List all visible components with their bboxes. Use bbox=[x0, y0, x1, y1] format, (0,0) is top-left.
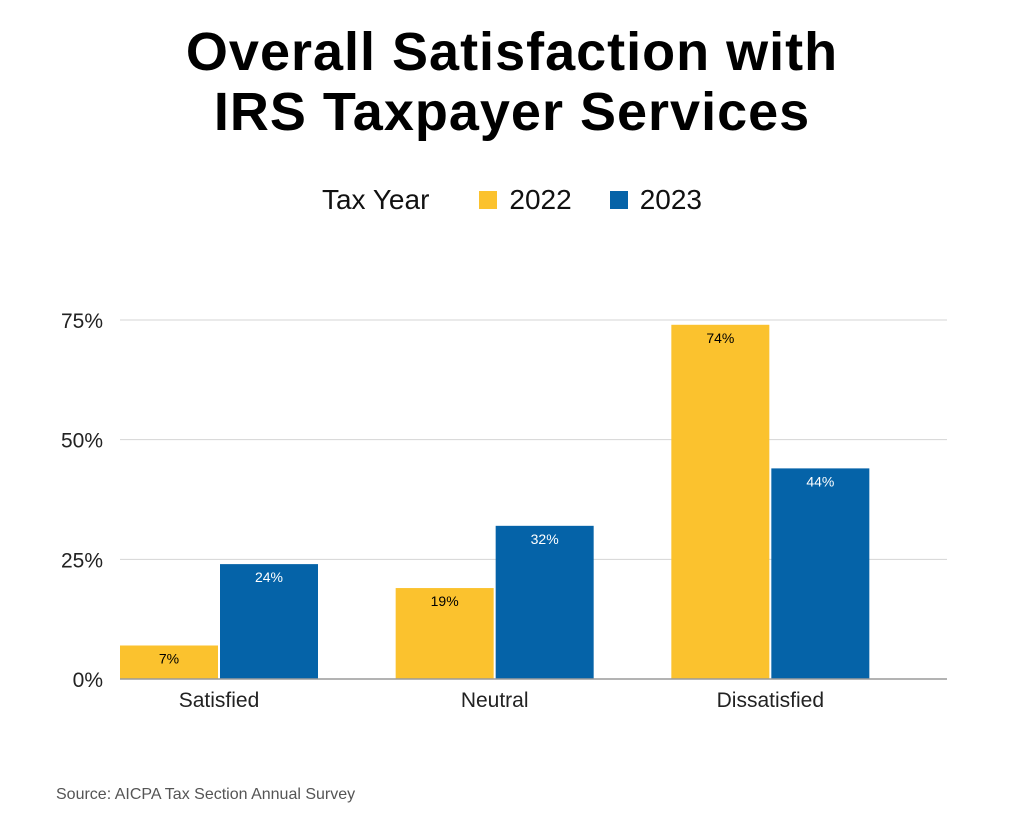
bar-dissatisfied-2022 bbox=[671, 324, 770, 679]
bar-neutral-2022 bbox=[395, 588, 494, 679]
data-label-dissatisfied-2023: 44% bbox=[806, 473, 834, 489]
legend-item-2022: 2022 bbox=[479, 184, 572, 216]
chart-title-line-1: Overall Satisfaction with bbox=[185, 22, 839, 82]
x-tick-label-dissatisfied: Dissatisfied bbox=[717, 689, 824, 712]
source-note: Source: AICPA Tax Section Annual Survey bbox=[56, 786, 356, 803]
legend-title: Tax Year bbox=[321, 184, 430, 215]
y-tick-label-50: 50% bbox=[61, 430, 103, 453]
bar-dissatisfied-2023 bbox=[771, 468, 870, 679]
legend-swatch-2022 bbox=[479, 191, 498, 209]
bar-satisfied-2023 bbox=[220, 564, 318, 679]
legend-label-2023: 2023 bbox=[639, 184, 702, 215]
data-label-satisfied-2023: 24% bbox=[255, 569, 283, 585]
data-label-dissatisfied-2022: 74% bbox=[706, 330, 734, 346]
legend-label-2022: 2022 bbox=[509, 184, 572, 215]
y-tick-label-75: 75% bbox=[61, 310, 103, 333]
y-tick-label-0: 0% bbox=[73, 669, 103, 692]
bar-neutral-2023 bbox=[495, 525, 594, 679]
chart-title: Overall Satisfaction with IRS Taxpayer S… bbox=[0, 22, 1024, 142]
x-tick-label-neutral: Neutral bbox=[461, 689, 529, 712]
x-tick-label-satisfied: Satisfied bbox=[179, 689, 260, 712]
data-label-neutral-2022: 19% bbox=[431, 593, 459, 609]
legend: Tax Year 2022 2023 bbox=[0, 184, 1024, 216]
chart-title-line-2: IRS Taxpayer Services bbox=[213, 82, 811, 142]
legend-swatch-2023 bbox=[609, 191, 628, 209]
legend-item-2023: 2023 bbox=[609, 184, 702, 216]
y-tick-label-25: 25% bbox=[61, 549, 103, 572]
data-label-satisfied-2022: 7% bbox=[159, 650, 179, 666]
data-label-neutral-2023: 32% bbox=[531, 531, 559, 547]
bar-satisfied-2022 bbox=[120, 645, 218, 679]
